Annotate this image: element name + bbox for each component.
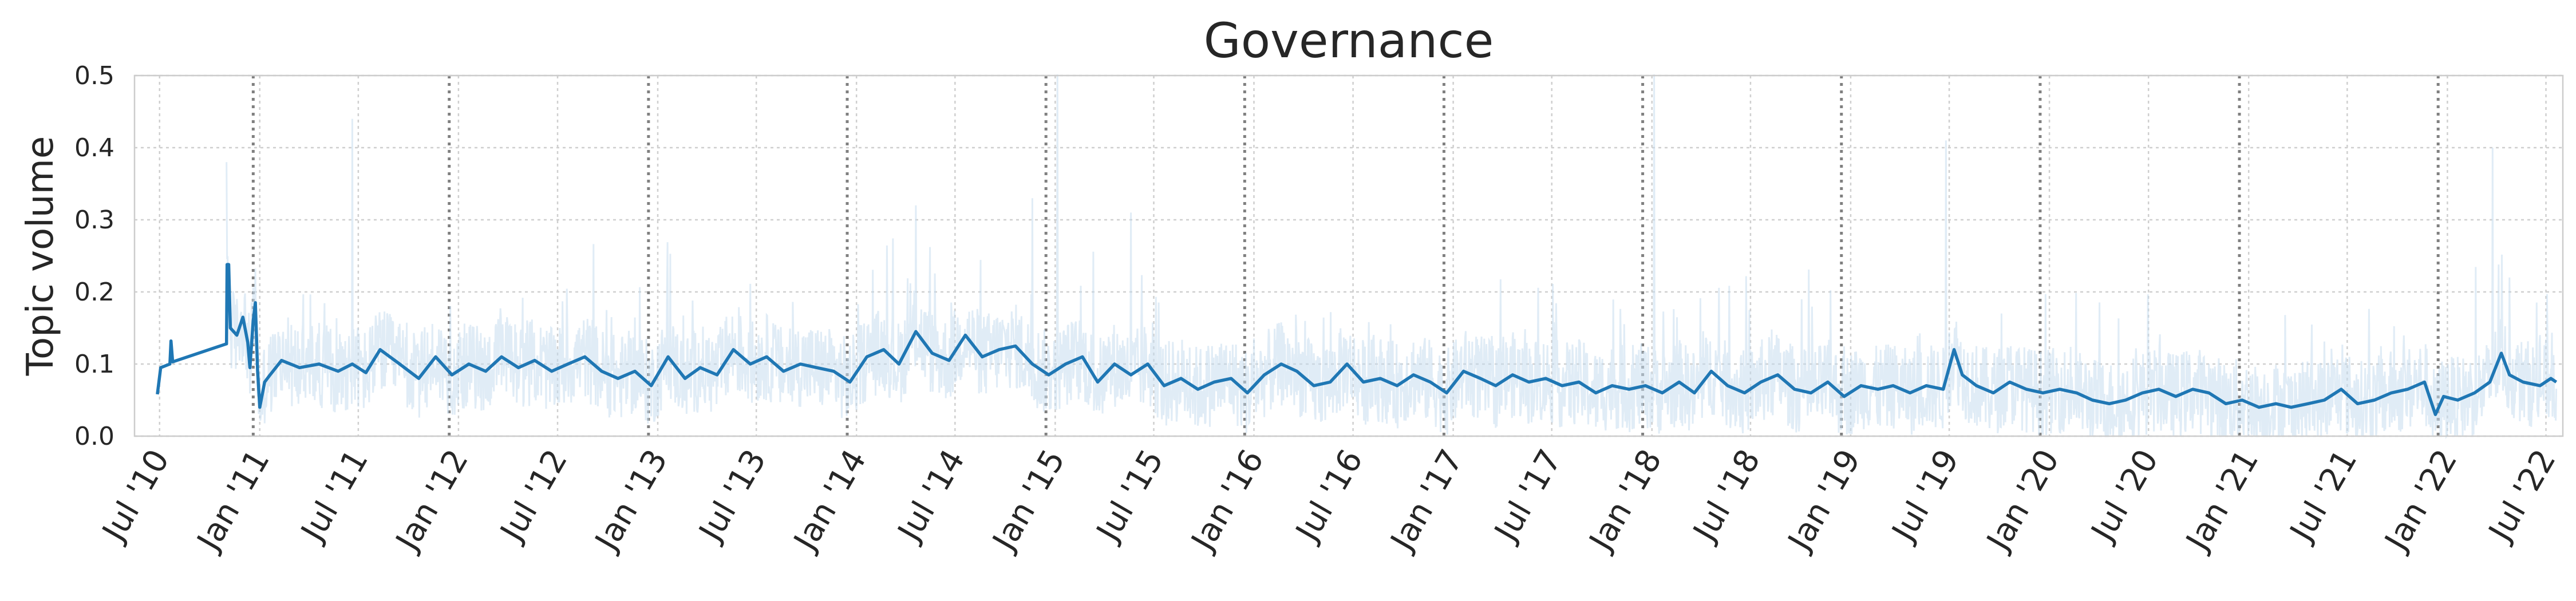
x-tick-label: Jul '20 <box>2084 444 2166 549</box>
x-tick-label: Jan '22 <box>2377 444 2464 558</box>
x-tick-label: Jul '19 <box>1884 444 1966 549</box>
x-tick-label: Jul '15 <box>1089 444 1171 549</box>
plot-frame <box>133 74 2564 437</box>
x-tick-label: Jul '13 <box>691 444 773 549</box>
x-axis-ticks: Jul '10 Jan '11 Jul '11 Jan '12 Jul '12 Jan '… <box>94 444 2563 558</box>
x-tick-label: Jan '12 <box>388 444 476 558</box>
x-tick-label: Jul '10 <box>94 444 177 549</box>
x-tick-label: Jul '12 <box>492 444 575 549</box>
x-tick-label: Jan '14 <box>786 444 874 558</box>
y-tick-label: 0.2 <box>74 278 114 307</box>
x-tick-label: Jul '11 <box>293 444 376 549</box>
raw-series-line <box>226 74 2558 440</box>
y-tick-label: 0.1 <box>74 350 114 379</box>
x-tick-label: Jul '22 <box>2481 444 2563 549</box>
x-tick-label: Jan '17 <box>1383 444 1471 558</box>
x-tick-label: Jan '21 <box>2178 444 2266 558</box>
x-tick-label: Jan '18 <box>1582 444 1669 558</box>
x-tick-label: Jul '16 <box>1288 444 1370 549</box>
x-tick-label: Jan '11 <box>189 444 277 558</box>
chart-title: Governance <box>1204 13 1494 69</box>
x-tick-label: Jan '20 <box>1979 444 2067 558</box>
x-tick-label: Jul '18 <box>1685 444 1768 549</box>
x-tick-label: Jan '15 <box>985 444 1072 558</box>
x-tick-label: Jul '17 <box>1487 444 1569 549</box>
x-tick-label: Jan '13 <box>587 444 675 558</box>
x-tick-label: Jan '19 <box>1780 444 1868 558</box>
smoothed-series <box>156 263 2558 416</box>
x-tick-label: Jan '16 <box>1183 444 1271 558</box>
smoothed-series-line <box>156 263 2558 416</box>
y-tick-label: 0.5 <box>74 61 114 90</box>
y-tick-label: 0.3 <box>74 205 114 235</box>
y-axis-ticks: 0.0 0.1 0.2 0.3 0.4 0.5 <box>74 61 114 451</box>
y-axis-label: Topic volume <box>19 136 62 376</box>
x-tick-label: Jul '14 <box>890 444 973 549</box>
raw-series <box>226 74 2558 440</box>
y-tick-label: 0.4 <box>74 133 114 163</box>
x-tick-label: Jul '21 <box>2282 444 2365 549</box>
y-tick-label: 0.0 <box>74 422 114 451</box>
